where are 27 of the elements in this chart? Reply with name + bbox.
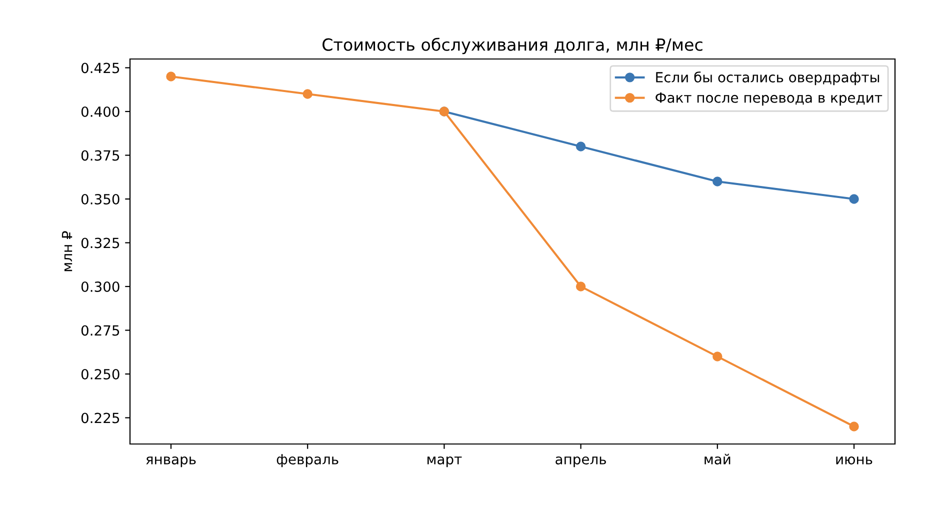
x-tick-label: май xyxy=(704,454,730,464)
point xyxy=(849,422,859,432)
y-tick-label: 0.275 xyxy=(81,325,120,336)
point xyxy=(576,142,586,152)
point xyxy=(166,72,176,82)
chart-title: Стоимость обслуживания долга, млн ₽/мес xyxy=(322,38,702,54)
y-tick-label: 0.300 xyxy=(81,281,120,292)
x-tick-label: июнь xyxy=(836,456,872,464)
point xyxy=(302,89,312,99)
y-tick-label: 0.400 xyxy=(81,106,120,117)
point xyxy=(849,194,859,204)
point xyxy=(576,282,586,292)
y-tick-label: 0.375 xyxy=(81,150,120,161)
y-tick-label: 0.225 xyxy=(81,412,120,424)
x-tick-label: январь xyxy=(146,456,196,468)
y-tick-label: 0.325 xyxy=(81,238,120,248)
point xyxy=(712,352,722,362)
x-tick-label: февраль xyxy=(276,454,338,468)
y-tick-label: 0.350 xyxy=(81,194,120,204)
point xyxy=(712,176,722,186)
y-tick-label: 0.425 xyxy=(81,62,120,74)
x-tick-label: апрель xyxy=(556,456,606,468)
y-tick-label: 0.250 xyxy=(81,368,120,380)
legend-label: Факт после перевода в кредит xyxy=(656,92,882,106)
legend-label: Если бы остались овердрафты xyxy=(656,72,880,86)
y-axis-title: млн ₽ xyxy=(62,231,72,272)
x-tick-label: март xyxy=(428,456,462,468)
